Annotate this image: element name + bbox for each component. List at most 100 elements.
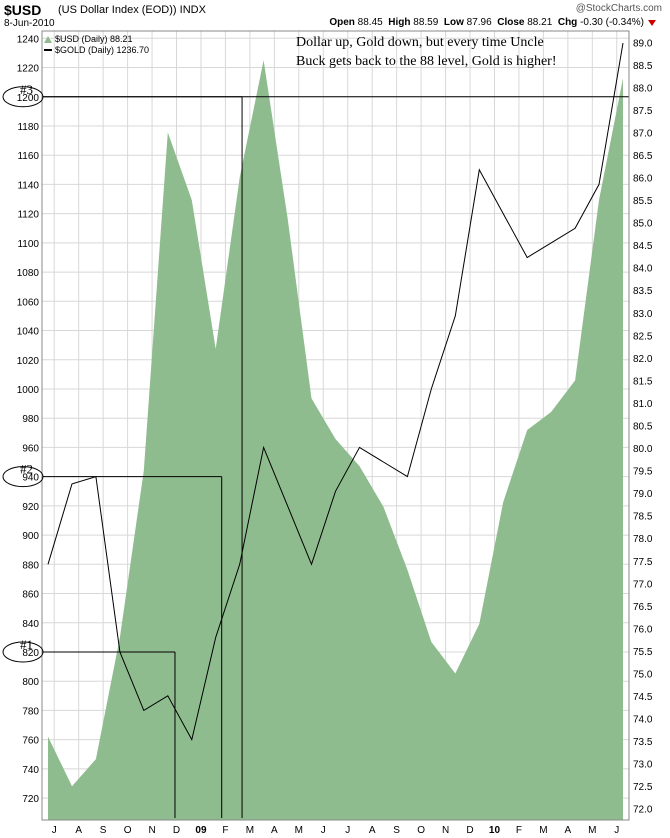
right-tick-label: 80.0 [633,444,653,455]
x-tick-label: S [393,825,400,836]
x-tick-label: N [442,825,449,836]
chart-date: 8-Jun-2010 [4,18,55,29]
left-tick-label: 800 [22,677,39,688]
right-tick-label: 75.0 [633,669,653,680]
marker-label: #1 [20,637,33,652]
left-tick-label: 1000 [17,385,40,396]
marker-label: #3 [20,82,33,97]
x-tick-label: O [124,825,132,836]
right-tick-label: 88.5 [633,61,653,72]
x-tick-label: O [417,825,425,836]
right-tick-label: 78.0 [633,534,653,545]
right-tick-label: 79.0 [633,489,653,500]
high-value: 88.59 [413,17,439,28]
left-tick-label: 1180 [17,122,39,133]
left-tick-label: 820 [22,648,39,659]
right-tick-label: 78.5 [633,512,653,523]
legend-label: $GOLD (Daily) 1236.70 [55,45,149,55]
right-tick-label: 87.5 [633,106,653,117]
x-tick-label: J [52,825,57,836]
right-tick-label: 81.0 [633,399,653,410]
chart-symbol: $USD [4,2,42,18]
left-tick-label: 1200 [17,93,40,104]
low-value: 87.96 [466,17,492,28]
legend-swatch-area [44,36,52,43]
gold-line-series [47,43,624,741]
right-tick-label: 82.0 [633,354,653,365]
right-tick-label: 88.0 [633,83,653,94]
x-tick-label: D [466,825,473,836]
plot-border [41,30,630,821]
x-tick-label: A [75,825,82,836]
right-tick-label: 84.5 [633,241,653,252]
left-tick-label: 880 [22,560,39,571]
left-tick-label: 780 [22,706,39,717]
right-tick-label: 73.5 [633,737,653,748]
right-tick-label: 89.0 [633,38,653,49]
open-label: Open [329,17,355,28]
x-axis: J A S O N D 09 F M A M J J A S O N D 10 F M A M J [52,825,620,836]
right-tick-label: 82.5 [633,331,653,342]
annotation-line: Buck gets back to the 88 level, Gold is … [296,54,557,69]
left-tick-label: 1060 [17,297,40,308]
right-tick-label: 74.0 [633,715,653,726]
right-tick-label: 76.5 [633,602,653,613]
left-tick-label: 760 [22,736,39,747]
marker-label: #2 [20,462,33,477]
low-label: Low [443,17,464,28]
open-value: 88.45 [357,17,383,28]
x-tick-label: A [565,825,572,836]
right-tick-label: 77.0 [633,579,653,590]
right-tick-label: 85.5 [633,196,653,207]
right-tick-label: 83.0 [633,309,653,320]
left-tick-label: 1120 [17,210,39,221]
right-axis: 72.0 72.5 73.0 73.5 74.0 74.5 75.0 75.5 76.0 76.5… [633,38,653,815]
close-value: 88.21 [527,17,553,28]
usd-area-series [48,60,623,821]
left-tick-label: 980 [22,414,39,425]
right-tick-label: 85.0 [633,219,653,230]
left-tick-label: 940 [22,473,39,484]
x-tick-label: J [321,825,326,836]
x-tick-label: J [345,825,350,836]
left-tick-label: 960 [22,443,39,454]
right-tick-label: 83.5 [633,286,653,297]
right-tick-label: 80.5 [633,422,653,433]
down-arrow-icon [648,20,656,26]
legend: $USD (Daily) 88.21$GOLD (Daily) 1236.70 [44,34,149,55]
high-label: High [388,17,411,28]
left-tick-label: 1100 [17,239,39,250]
right-tick-label: 86.5 [633,151,653,162]
left-tick-label: 1020 [17,356,40,367]
chg-value: -0.30 (-0.34%) [580,17,644,28]
right-tick-label: 72.0 [633,805,653,816]
chart-description: (US Dollar Index (EOD)) INDX [58,4,206,16]
x-tick-label: A [271,825,278,836]
left-tick-label: 1140 [17,180,39,191]
chg-label: Chg [557,17,578,28]
right-tick-label: 86.0 [633,174,653,185]
left-tick-label: 1220 [17,64,40,75]
x-tick-label: A [369,825,376,836]
x-tick-label: M [295,825,303,836]
left-tick-label: 740 [22,765,39,776]
right-tick-label: 75.5 [633,647,653,658]
x-tick-label: 09 [195,825,207,836]
marker-oval [2,466,44,488]
level-markers: #1 #2 #3 [2,82,44,663]
left-tick-label: 1080 [17,268,40,279]
right-tick-label: 81.5 [633,376,653,387]
x-tick-label: M [539,825,547,836]
annotation-line: Dollar up, Gold down, but every time Unc… [296,35,544,50]
right-tick-label: 87.0 [633,128,653,139]
marker-oval [2,641,44,663]
left-tick-label: 1240 [17,34,40,45]
reference-lines [42,96,629,818]
x-tick-label: F [222,825,228,836]
left-tick-label: 920 [22,502,39,513]
left-tick-label: 840 [22,619,39,630]
legend-label: $USD (Daily) 88.21 [55,34,133,44]
right-tick-label: 77.5 [633,557,653,568]
copyright-text[interactable]: @StockCharts.com [575,3,662,14]
marker-oval [2,86,44,108]
